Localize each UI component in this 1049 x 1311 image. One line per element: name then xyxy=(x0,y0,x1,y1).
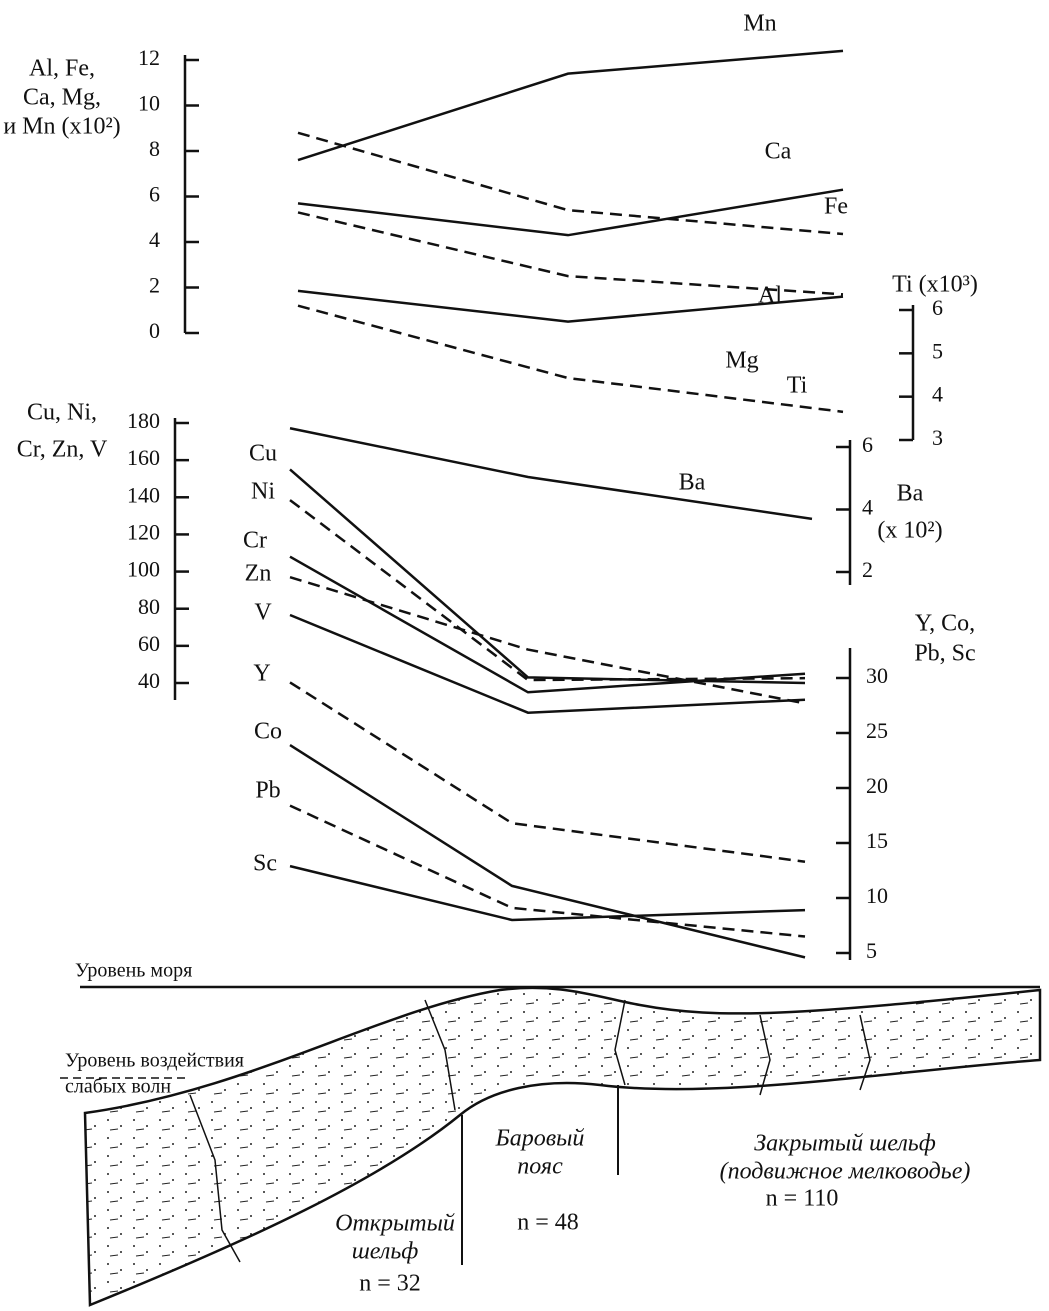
series-line xyxy=(289,744,806,959)
zone-name: Баровый xyxy=(495,1126,585,1152)
zone-count: n = 48 xyxy=(517,1210,579,1236)
series-label: Al xyxy=(758,283,782,309)
series-label: Fe xyxy=(824,194,848,220)
y-tick-label: 160 xyxy=(127,445,160,470)
axis-title: и Mn (x10²) xyxy=(3,114,120,140)
zone-name: шельф xyxy=(352,1239,419,1265)
series-label: Ba xyxy=(679,470,706,496)
axis-title: (x 10²) xyxy=(877,518,942,544)
y-tick-label: 60 xyxy=(138,631,160,656)
y-tick-label: 140 xyxy=(127,482,160,507)
series-line xyxy=(297,289,844,323)
series-label: Sc xyxy=(253,851,277,877)
y-tick-label: 15 xyxy=(866,828,888,853)
y-tick-label: 10 xyxy=(866,883,888,908)
y-tick-label: 20 xyxy=(866,773,888,798)
series-label: Ni xyxy=(251,479,275,505)
axis-title: Cu, Ni, xyxy=(27,400,97,426)
zone-name: пояс xyxy=(517,1154,563,1180)
series-label: Ca xyxy=(765,139,792,165)
y-tick-label: 8 xyxy=(149,136,160,161)
series-label: Mg xyxy=(725,348,758,374)
zone-name: (подвижное мелководье) xyxy=(720,1159,971,1185)
y-tick-label: 5 xyxy=(866,938,877,963)
series-line xyxy=(289,804,806,938)
zone-name: Открытый xyxy=(335,1211,455,1237)
y-tick-label: 100 xyxy=(127,557,160,582)
zone-name: Закрытый шельф xyxy=(754,1131,936,1157)
series-line xyxy=(297,188,844,237)
series-line xyxy=(289,681,806,863)
sea-level-label: Уровень моря xyxy=(75,960,192,982)
axis-title: Pb, Sc xyxy=(914,641,975,667)
wave-base-label: слабых волн xyxy=(65,1076,171,1098)
axis-title: Ba xyxy=(897,481,924,507)
y-tick-label: 4 xyxy=(932,382,943,407)
series-line xyxy=(289,555,806,694)
zone-count: n = 32 xyxy=(359,1271,421,1297)
y-tick-label: 6 xyxy=(862,432,873,457)
series-label: Co xyxy=(254,719,282,745)
y-tick-label: 5 xyxy=(932,338,943,363)
series-label: Pb xyxy=(255,778,280,804)
series-line xyxy=(289,575,806,705)
series-line xyxy=(289,427,813,521)
facies-boundaries xyxy=(189,999,871,1263)
axis-title: Ti (x10³) xyxy=(892,272,978,298)
series-label: Y xyxy=(253,661,270,687)
y-tick-label: 6 xyxy=(149,182,160,207)
y-tick-label: 0 xyxy=(149,318,160,343)
y-tick-label: 3 xyxy=(932,425,943,450)
series-line xyxy=(297,304,844,414)
series-label: Cr xyxy=(243,528,267,554)
series-line xyxy=(297,131,844,236)
y-tick-label: 2 xyxy=(149,273,160,298)
axis-title: Ca, Mg, xyxy=(23,85,101,111)
y-tick-label: 30 xyxy=(866,663,888,688)
axis-title: Al, Fe, xyxy=(29,56,95,82)
y-tick-label: 40 xyxy=(138,668,160,693)
series-label: Cu xyxy=(249,441,277,467)
series-label: V xyxy=(254,600,272,626)
axis-title: Y, Co, xyxy=(915,611,975,637)
axis-title: Cr, Zn, V xyxy=(17,437,108,463)
series-line xyxy=(289,864,806,922)
y-tick-label: 4 xyxy=(149,227,160,252)
series-label: Ti xyxy=(787,373,808,399)
series-label: Zn xyxy=(245,561,272,587)
wave-base-label: Уровень воздействия xyxy=(65,1050,244,1072)
zone-count: n = 110 xyxy=(766,1186,839,1212)
y-tick-label: 4 xyxy=(862,495,873,520)
sediment-body xyxy=(83,986,1042,1307)
y-tick-label: 12 xyxy=(138,45,160,70)
y-tick-label: 80 xyxy=(138,594,160,619)
y-tick-label: 2 xyxy=(862,557,873,582)
y-tick-label: 120 xyxy=(127,519,160,544)
y-tick-label: 6 xyxy=(932,295,943,320)
y-tick-label: 10 xyxy=(138,91,160,116)
y-tick-label: 180 xyxy=(127,408,160,433)
series-line xyxy=(297,49,844,162)
series-line xyxy=(289,468,806,685)
series-line xyxy=(289,613,806,714)
series-label: Mn xyxy=(743,11,776,37)
y-tick-label: 25 xyxy=(866,718,888,743)
series-line xyxy=(297,211,844,296)
